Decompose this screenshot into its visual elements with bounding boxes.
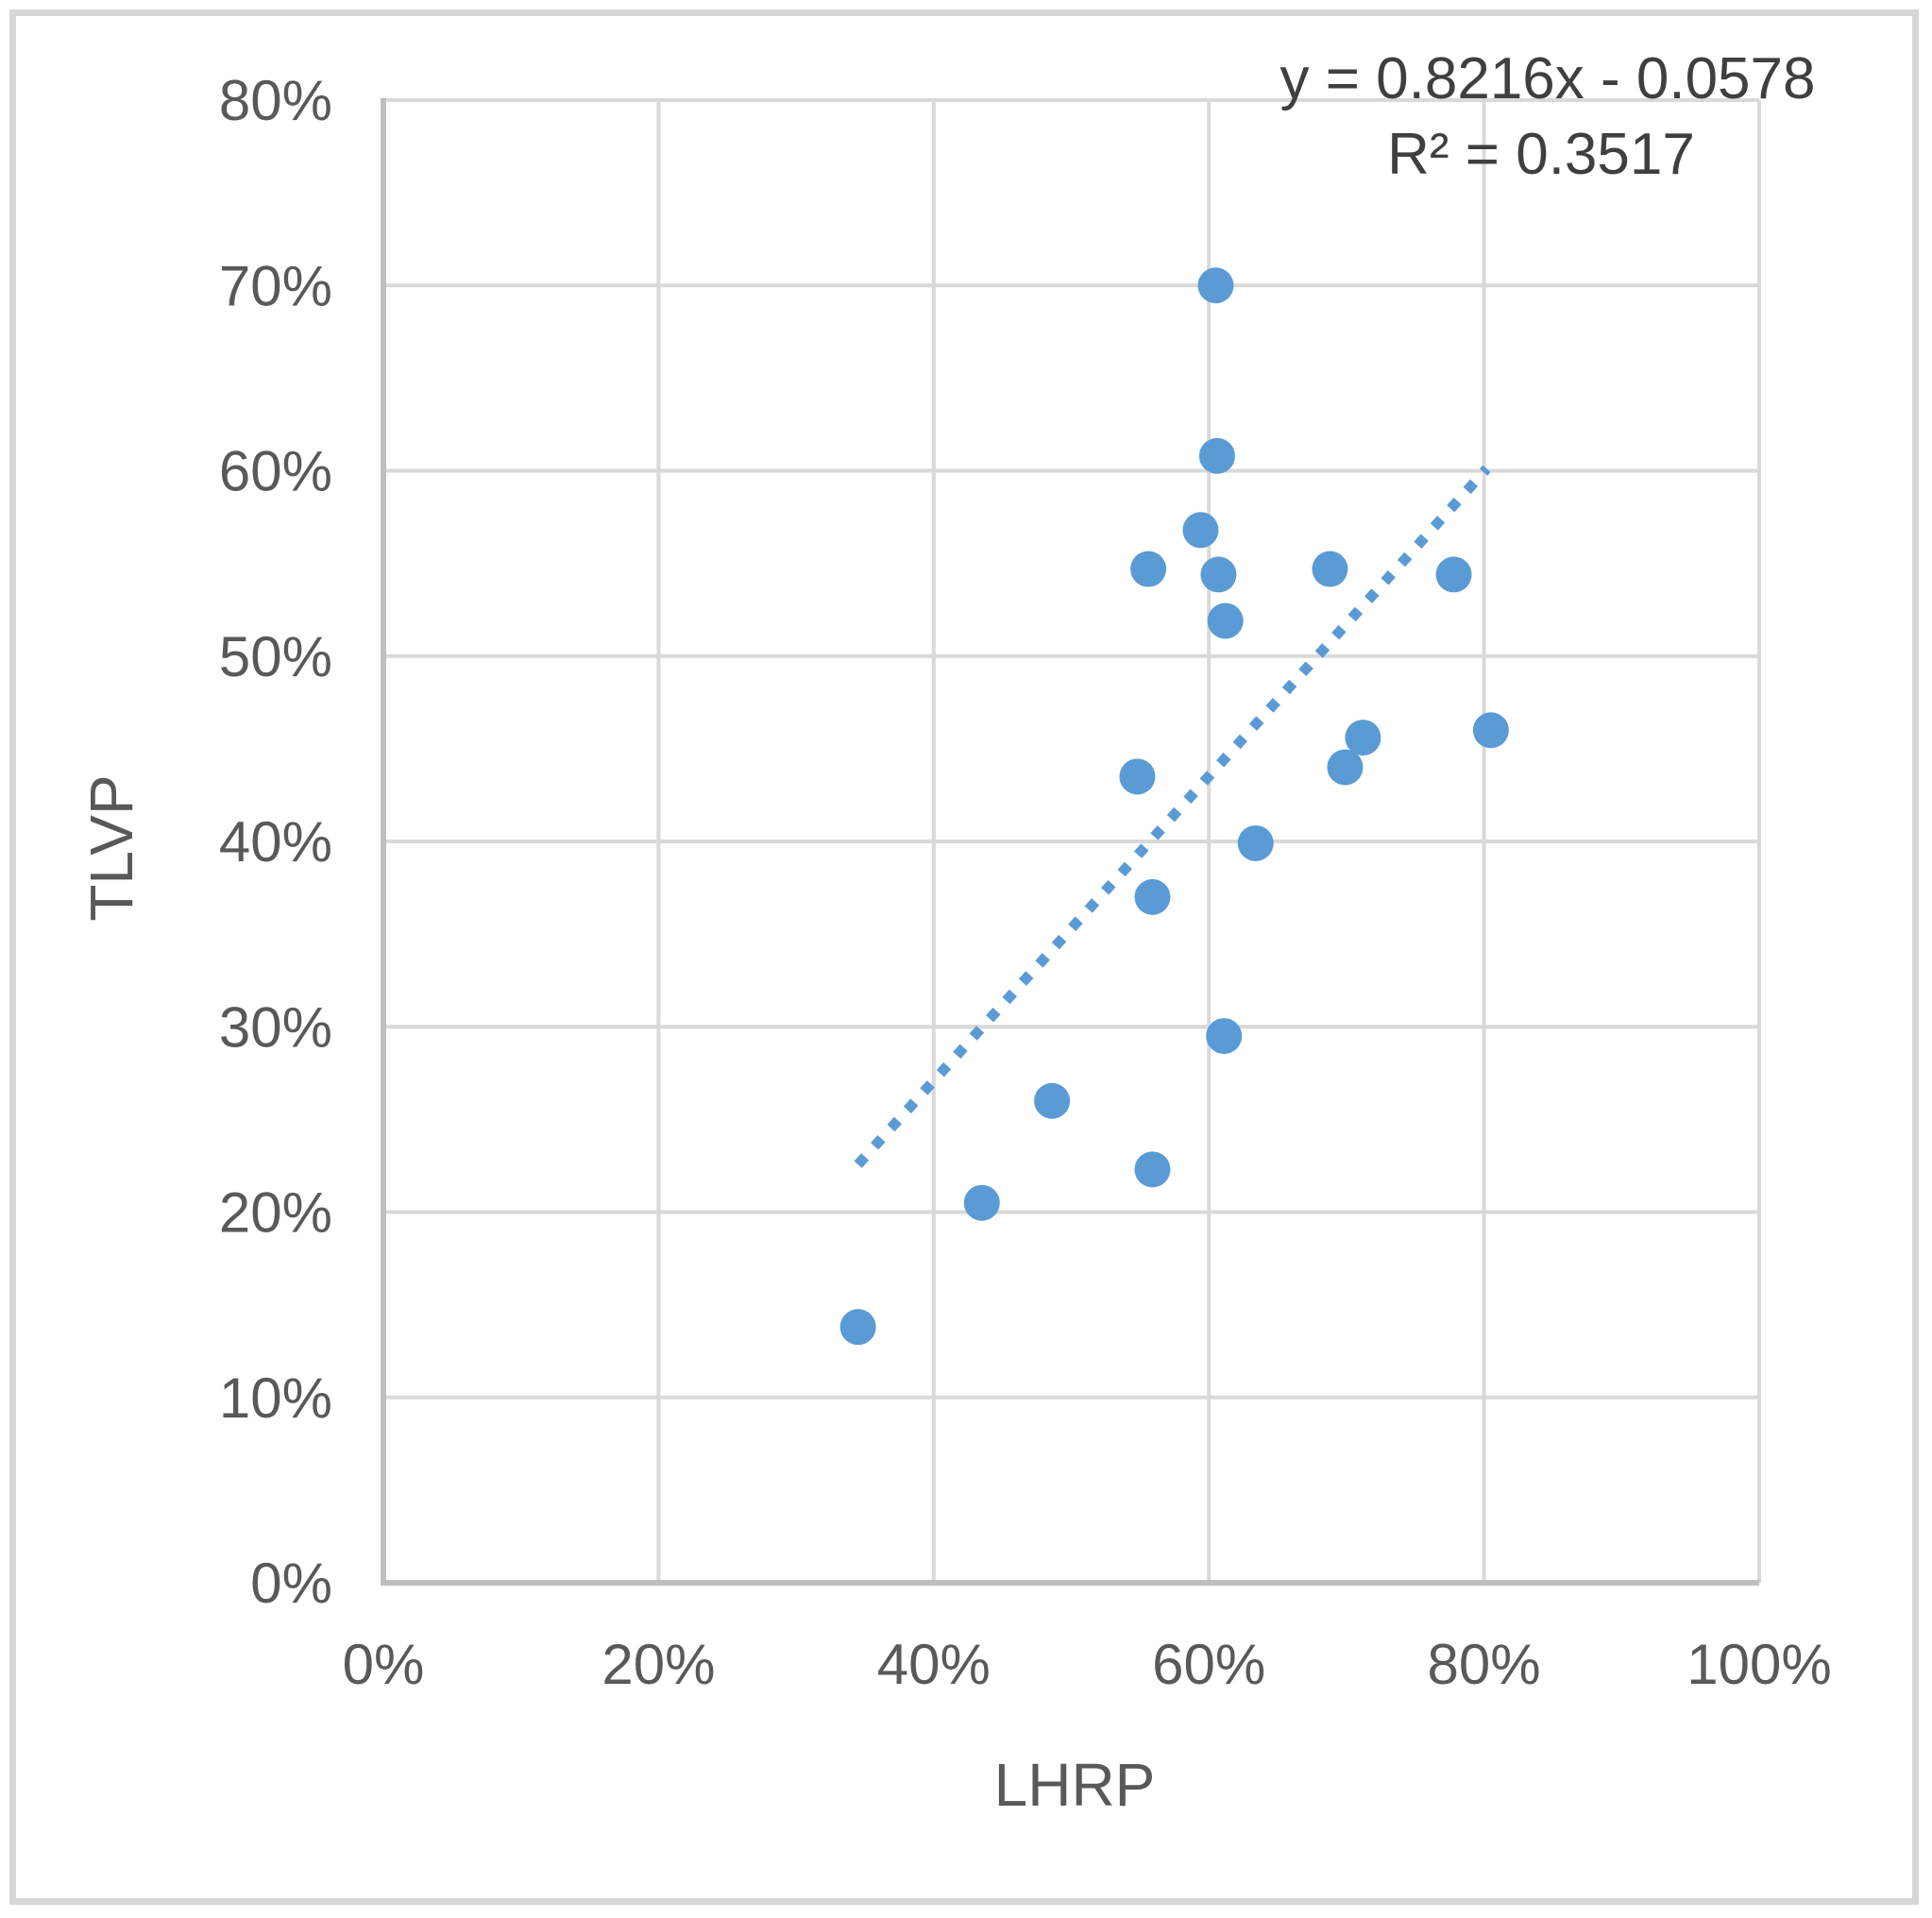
y-tick-label: 30% bbox=[219, 995, 332, 1059]
data-point bbox=[1327, 749, 1364, 786]
data-point bbox=[1435, 556, 1472, 593]
y-tick-labels-layer: 0% 10% 20% 30% 40% 50% 60% 70% 80% bbox=[219, 69, 332, 1615]
data-point bbox=[1134, 1151, 1171, 1188]
data-point bbox=[1345, 720, 1381, 756]
x-tick-label: 40% bbox=[877, 1633, 991, 1696]
y-tick-label: 60% bbox=[219, 440, 332, 503]
x-tick-label: 100% bbox=[1686, 1633, 1831, 1696]
trendline-equation-label: y = 0.8216x - 0.0578 bbox=[1280, 46, 1815, 111]
data-point bbox=[839, 1309, 876, 1346]
x-tick-label: 20% bbox=[602, 1633, 715, 1696]
y-tick-label: 0% bbox=[250, 1552, 332, 1615]
data-point bbox=[1472, 712, 1509, 749]
y-tick-label: 20% bbox=[219, 1181, 332, 1245]
data-point bbox=[1207, 603, 1244, 639]
axes-layer bbox=[381, 98, 1759, 1586]
data-point bbox=[1312, 551, 1348, 587]
data-point bbox=[1198, 437, 1235, 474]
trendline-layer bbox=[854, 465, 1491, 1168]
data-point bbox=[1182, 512, 1219, 549]
y-tick-label: 50% bbox=[219, 625, 332, 688]
data-point bbox=[1119, 758, 1156, 795]
trendline bbox=[854, 465, 1491, 1168]
y-tick-label: 80% bbox=[219, 69, 332, 132]
data-points-layer bbox=[839, 267, 1509, 1346]
y-axis-title: TLVP bbox=[77, 774, 145, 921]
x-axis-title: LHRP bbox=[994, 1751, 1156, 1819]
data-point bbox=[1237, 824, 1274, 861]
x-tick-labels-layer: 0% 20% 40% 60% 80% 100% bbox=[343, 1633, 1832, 1696]
x-tick-label: 0% bbox=[343, 1633, 425, 1696]
gridlines-layer bbox=[383, 98, 1761, 1583]
data-point bbox=[1134, 878, 1171, 915]
data-point bbox=[1200, 556, 1237, 593]
data-point bbox=[1034, 1082, 1071, 1119]
trendline-r-squared-label: R² = 0.3517 bbox=[1387, 122, 1695, 187]
x-tick-label: 80% bbox=[1428, 1633, 1541, 1696]
x-tick-label: 60% bbox=[1152, 1633, 1265, 1696]
data-point bbox=[963, 1184, 1000, 1221]
y-tick-label: 40% bbox=[219, 810, 332, 874]
data-point bbox=[1206, 1018, 1243, 1055]
data-point bbox=[1197, 267, 1234, 304]
data-point bbox=[1130, 551, 1167, 587]
y-tick-label: 70% bbox=[219, 254, 332, 317]
y-tick-label: 10% bbox=[219, 1366, 332, 1430]
